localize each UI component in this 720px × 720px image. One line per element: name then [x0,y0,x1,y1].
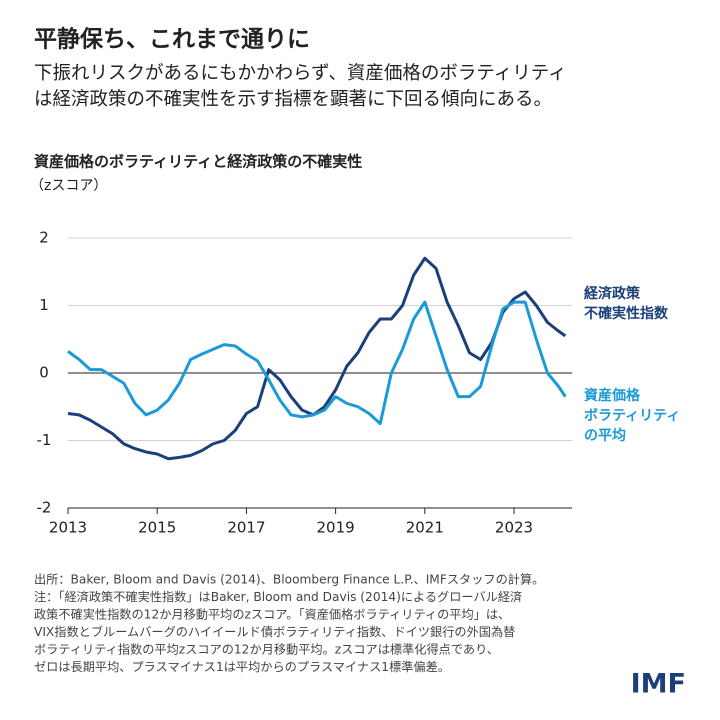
x-tick-label: 2013 [49,519,87,537]
note: 注：「経済政策不確実性指数」はBaker, Bloom and Davis (2… [34,589,522,604]
x-tick-label: 2021 [406,519,444,537]
y-tick-label: 1 [39,296,49,314]
note: 政策不確実性指数の12か月移動平均のzスコア。「資産価格ボラティリティの平均」は… [34,607,510,622]
x-tick-label: 2015 [138,519,176,537]
series-label: 経済政策 不確実性指数 [584,286,668,322]
y-tick-label: 2 [39,229,49,247]
chart-title: 資産価格のボラティリティと経済政策の不確実性 [34,153,362,171]
x-tick-label: 2019 [317,519,355,537]
note: ゼロは長期平均、プラスマイナス1は平均からのプラスマイナス1標準偏差。 [34,659,450,674]
series-label: 資産価格 ボラティリティ の平均 [584,388,681,444]
series-line [67,300,567,426]
x-tick-label: 2017 [227,519,265,537]
y-tick-label: -1 [37,431,52,449]
logo: IMF [631,669,686,700]
y-label: （zスコア） [30,178,107,194]
subtitle: は経済政策の不確実性を示す指標を顕著に下回る傾向にある。 [34,89,552,110]
y-tick-label: 0 [39,364,49,382]
note: VIX指数とブルームバーグのハイイールド債ボラティリティ指数、ドイツ銀行の外国為… [34,624,515,639]
title: 平静保ち、これまで通りに [34,26,310,53]
note: ボラティリティ指数の平均zスコアの12か月移動平均。zスコアは標準化得点であり、 [34,642,499,657]
y-tick-label: -2 [37,499,52,517]
series-line [67,256,567,461]
x-tick-label: 2023 [495,519,533,537]
note: 出所：Baker, Bloom and Davis (2014)、Bloombe… [34,572,544,587]
subtitle: 下振れリスクがあるにもかかわらず、資産価格のボラティリティ [34,63,567,84]
